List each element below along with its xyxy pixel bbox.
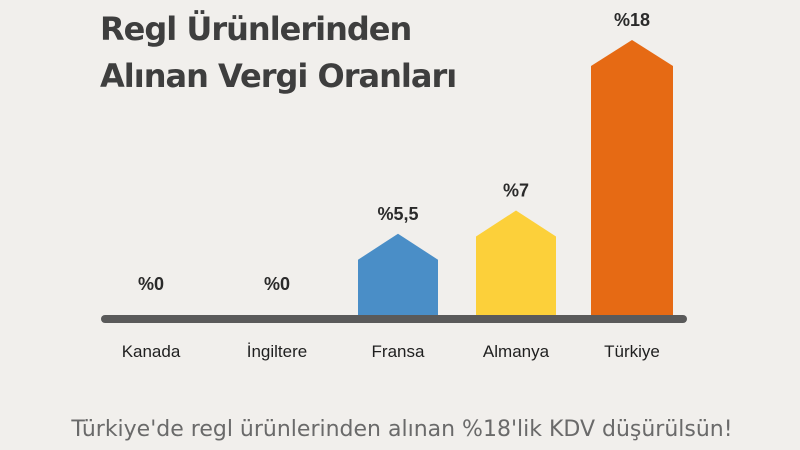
labels-group: %0 Kanada %0 İngiltere %5,5 Fransa %7 Almanya %1…	[122, 10, 660, 361]
value-label-i̇ngiltere: %0	[264, 274, 290, 294]
category-label-fransa: Fransa	[372, 342, 425, 361]
value-label-almanya: %7	[503, 181, 529, 201]
value-label-kanada: %0	[138, 274, 164, 294]
category-label-kanada: Kanada	[122, 342, 181, 361]
value-label-türkiye: %18	[614, 10, 650, 30]
bar-türkiye	[591, 40, 673, 319]
category-label-almanya: Almanya	[483, 342, 550, 361]
bar-fransa	[358, 233, 438, 319]
category-label-türkiye: Türkiye	[604, 342, 660, 361]
chart-title-line-2: Alınan Vergi Oranları	[100, 57, 456, 95]
bars-group	[358, 40, 673, 319]
bar-almanya	[476, 210, 556, 319]
footer-caption: Türkiye'de regl ürünlerinden alınan %18'…	[70, 417, 732, 442]
chart-title-line-1: Regl Ürünlerinden	[100, 10, 411, 48]
value-label-fransa: %5,5	[377, 204, 418, 224]
category-label-i̇ngiltere: İngiltere	[247, 342, 307, 361]
